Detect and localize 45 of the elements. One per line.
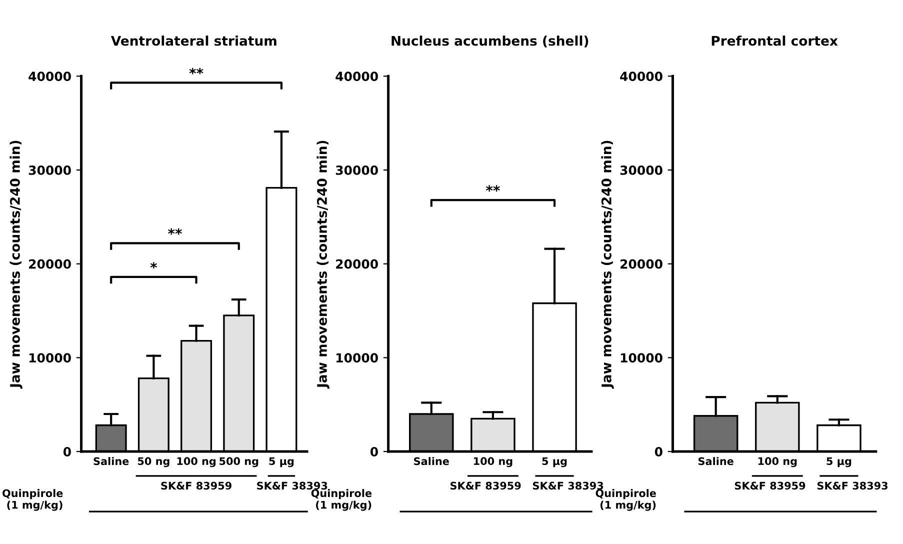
text: Quinpirole (1 mg/kg) bbox=[311, 489, 372, 511]
y-tick-label: 10000 bbox=[29, 353, 71, 363]
y-axis-title: Jaw movements (counts/240 min) bbox=[601, 140, 614, 389]
y-tick-label: 30000 bbox=[28, 165, 71, 175]
y-tick-label: 40000 bbox=[620, 72, 662, 82]
x-tick-label: 5 µg bbox=[542, 457, 567, 468]
y-tick-label: 20000 bbox=[336, 259, 378, 269]
x-tick-label: Saline bbox=[414, 457, 449, 466]
x-tick-label: 500 ng bbox=[220, 457, 258, 468]
text: ** bbox=[189, 68, 204, 74]
x-tick-label: Saline bbox=[698, 457, 734, 466]
x-tick-label: 5 µg bbox=[826, 457, 852, 468]
text: SK&F 83959 bbox=[734, 482, 806, 490]
y-tick-label: 40000 bbox=[28, 72, 71, 82]
y-tick-label: 40000 bbox=[336, 72, 378, 82]
chart-title: Nucleus accumbens (shell) bbox=[392, 36, 588, 48]
y-tick-label: 0 bbox=[370, 446, 378, 456]
y-axis-title: Jaw movements (counts/240 min) bbox=[10, 140, 22, 389]
y-tick-label: 30000 bbox=[620, 165, 662, 175]
y-tick-label: 30000 bbox=[336, 165, 378, 175]
y-tick-label: 10000 bbox=[336, 353, 378, 363]
y-tick-label: 0 bbox=[654, 446, 662, 456]
text: SK&F 83959 bbox=[161, 482, 232, 490]
text: SK&F 83959 bbox=[450, 482, 521, 490]
text: Quinpirole (1 mg/kg) bbox=[2, 489, 63, 511]
chart-title: Prefrontal cortex bbox=[712, 36, 838, 46]
y-tick-label: 20000 bbox=[620, 259, 662, 269]
annotation: ** bbox=[486, 185, 500, 192]
text: Quinpirole (1 mg/kg) bbox=[596, 489, 656, 511]
y-tick-label: 0 bbox=[63, 446, 71, 456]
x-tick-label: 100 ng bbox=[474, 457, 512, 468]
y-tick-label: 20000 bbox=[29, 259, 71, 269]
annotation: * bbox=[150, 262, 158, 269]
x-tick-label: Saline bbox=[94, 457, 129, 466]
text: SK&F 38393 bbox=[817, 482, 888, 490]
text: SK&F 38393 bbox=[533, 482, 604, 490]
chart-title: Ventrolateral striatum bbox=[110, 36, 276, 46]
x-tick-label: 100 ng bbox=[758, 457, 797, 468]
x-tick-label: 5 µg bbox=[269, 457, 294, 468]
y-tick-label: 10000 bbox=[620, 353, 662, 363]
text: SK&F 38393 bbox=[257, 482, 328, 490]
x-tick-label: 50 ng bbox=[138, 457, 170, 468]
annotation: ** bbox=[168, 228, 182, 235]
y-axis-title: Jaw movements (counts/240 min) bbox=[316, 140, 330, 389]
x-tick-label: 100 ng bbox=[177, 457, 216, 468]
